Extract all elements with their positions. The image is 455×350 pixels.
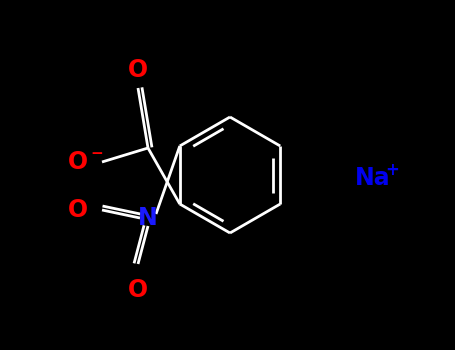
Text: O: O	[68, 198, 88, 222]
Text: +: +	[385, 161, 399, 179]
Text: −: −	[90, 146, 103, 161]
Text: Na: Na	[355, 166, 391, 190]
Text: N: N	[138, 206, 158, 230]
Text: O: O	[68, 150, 88, 174]
Text: O: O	[128, 58, 148, 82]
Text: O: O	[128, 278, 148, 302]
